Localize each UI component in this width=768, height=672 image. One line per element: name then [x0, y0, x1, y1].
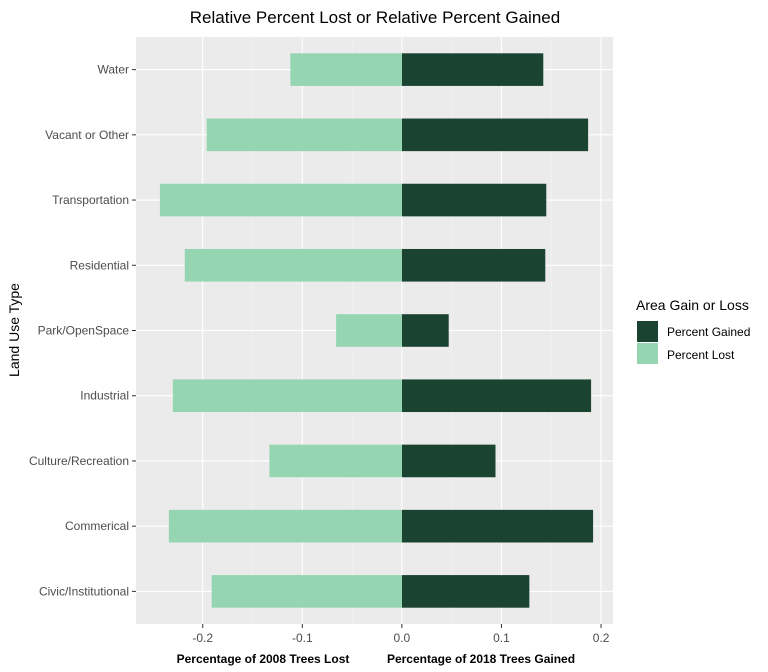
bar-percent-lost [168, 509, 402, 543]
legend-title: Area Gain or Loss [636, 297, 749, 313]
x-tick-label: -0.2 [192, 631, 213, 645]
legend-label-percent-gained: Percent Gained [667, 325, 750, 339]
bar-percent-lost [211, 575, 402, 608]
bar-percent-lost [336, 314, 402, 347]
bar-percent-gained [401, 575, 530, 608]
bar-percent-gained [401, 118, 589, 152]
y-tick-label: Civic/Institutional [39, 584, 129, 598]
x-tick-label: 0.2 [593, 631, 610, 645]
y-tick-label: Vacant or Other [45, 128, 129, 142]
y-tick-label: Park/OpenSpace [38, 324, 130, 338]
bar-percent-gained [401, 183, 547, 217]
y-tick-label: Transportation [52, 193, 129, 207]
bar-percent-lost [269, 444, 402, 478]
bar-percent-gained [401, 379, 592, 413]
x-tick-label: 0.1 [493, 631, 510, 645]
x-axis-label-lost: Percentage of 2008 Trees Lost [177, 652, 350, 666]
bar-percent-lost [172, 379, 402, 413]
y-axis: Water Vacant or Other Transportation Reside… [29, 63, 136, 598]
legend-label-percent-lost: Percent Lost [667, 348, 735, 362]
y-tick-label: Residential [70, 258, 129, 272]
bars [159, 53, 594, 608]
x-tick-label: -0.1 [292, 631, 313, 645]
x-axis-label-gained: Percentage of 2018 Trees Gained [387, 652, 575, 666]
x-tick-label: 0.0 [394, 631, 411, 645]
bar-percent-gained [401, 509, 594, 543]
bar-percent-gained [401, 53, 544, 86]
bar-percent-lost [184, 248, 402, 282]
y-tick-label: Water [97, 63, 129, 77]
x-axis: -0.2 -0.1 0.0 0.1 0.2 [192, 624, 610, 645]
y-axis-title: Land Use Type [6, 283, 22, 377]
bar-percent-lost [290, 53, 402, 86]
bar-percent-lost [159, 183, 402, 217]
bar-percent-gained [401, 314, 449, 347]
bar-percent-gained [401, 444, 496, 478]
y-tick-label: Culture/Recreation [29, 454, 129, 468]
legend-swatch-percent-gained [637, 321, 658, 342]
y-tick-label: Industrial [80, 389, 129, 403]
chart-title: Relative Percent Lost or Relative Percen… [190, 8, 560, 27]
bar-percent-lost [206, 118, 402, 152]
legend-swatch-percent-lost [637, 343, 658, 364]
bar-percent-gained [401, 248, 546, 282]
legend: Area Gain or Loss Percent Gained Percent… [636, 297, 750, 364]
y-tick-label: Commerical [65, 519, 129, 533]
